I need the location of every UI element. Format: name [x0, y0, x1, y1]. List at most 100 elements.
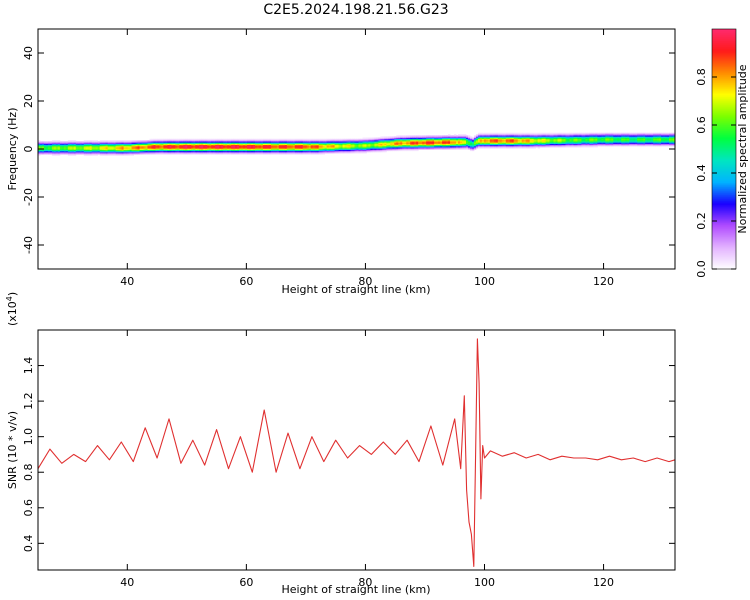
spectrogram-cell	[73, 141, 77, 143]
spectrogram-cell	[563, 132, 566, 135]
spectrogram-cell	[119, 146, 123, 148]
spectrogram-cell	[607, 141, 610, 143]
spectrogram-cell	[264, 138, 268, 141]
spectrogram-cell	[350, 143, 353, 146]
spectrogram-cell	[665, 138, 668, 141]
spectrogram-cell	[282, 153, 286, 155]
spectrogram-cell	[99, 140, 103, 142]
spectrogram-cell	[565, 137, 568, 140]
spectrogram-cell	[587, 132, 590, 135]
spectrogram-cell	[505, 141, 509, 143]
spectrogram-cell	[318, 141, 322, 143]
spectrogram-cell	[422, 137, 425, 140]
spectrogram-cell	[109, 150, 113, 153]
spectrogram-cell	[225, 147, 228, 149]
spectrogram-cell	[225, 149, 228, 152]
spectrogram-cell	[485, 143, 489, 146]
spectrogram-cell	[338, 141, 341, 143]
spectrogram-cell	[465, 138, 469, 141]
spectrogram-cell	[199, 144, 202, 147]
spectrogram-cell	[366, 141, 369, 143]
spectrogram-cell	[245, 144, 248, 147]
spectrogram-cell	[549, 134, 552, 136]
spectrogram-cell	[575, 141, 578, 143]
spectrogram-cell	[609, 141, 612, 143]
colorbar-segment	[712, 133, 736, 136]
spectrogram-cell	[193, 142, 196, 144]
spectrogram-cell	[633, 132, 636, 135]
spectrogram-cell	[633, 143, 636, 146]
spectrogram-cell	[338, 143, 341, 146]
spectrogram-cell	[344, 150, 347, 153]
spectrogram-cell	[410, 146, 413, 148]
spectrogram-cell	[211, 142, 214, 144]
x-tick-label: 40	[120, 576, 134, 589]
spectrogram-cell	[39, 147, 43, 149]
spectrogram-cell	[587, 136, 590, 138]
spectrogram-cell	[469, 143, 473, 146]
spectrogram-cell	[539, 143, 543, 146]
spectrogram-cell	[342, 149, 345, 152]
spectrogram-cell	[557, 143, 560, 146]
spectrogram-cell	[665, 140, 668, 142]
spectrogram-cell	[262, 141, 266, 143]
spectrogram-cell	[541, 138, 545, 141]
spectrogram-cell	[561, 132, 564, 135]
spectrogram-cell	[137, 152, 140, 154]
spectrogram-cell	[103, 154, 107, 156]
spectrogram-cell	[515, 143, 519, 146]
spectrogram-cell	[559, 137, 562, 140]
spectrogram-cell	[67, 153, 71, 155]
spectrogram-cell	[366, 140, 369, 142]
spectrogram-cell	[292, 148, 296, 150]
spectrogram-cell	[579, 136, 582, 138]
spectrogram-cell	[207, 149, 210, 152]
spectrogram-cell	[115, 150, 119, 153]
spectrogram-cell	[483, 147, 487, 149]
spectrogram-cell	[537, 142, 541, 144]
spectrogram-cell	[83, 154, 87, 156]
spectrogram-cell	[75, 147, 79, 149]
spectrogram-cell	[485, 138, 489, 141]
spectrogram-cell	[197, 148, 200, 150]
colorbar-segment	[712, 109, 736, 112]
spectrogram-cell	[173, 153, 176, 155]
spectrogram-cell	[410, 144, 413, 147]
spectrogram-cell	[278, 143, 282, 146]
spectrogram-cell	[171, 149, 174, 152]
spectrogram-cell	[350, 148, 353, 150]
spectrogram-cell	[340, 138, 343, 141]
spectrogram-cell	[312, 143, 316, 146]
y-tick-label: 1.4	[22, 357, 35, 375]
spectrogram-cell	[491, 132, 495, 135]
spectrogram-cell	[322, 144, 326, 147]
spectrogram-cell	[195, 148, 198, 150]
spectrogram-cell	[404, 140, 407, 142]
colorbar-segment	[712, 43, 736, 46]
spectrogram-cell	[434, 138, 437, 141]
spectrogram-cell	[306, 148, 310, 150]
spectrogram-cell	[342, 148, 345, 150]
spectrogram-cell	[579, 143, 582, 146]
spectrogram-cell	[237, 138, 240, 141]
spectrogram-cell	[51, 152, 55, 154]
spectrogram-cell	[252, 153, 256, 155]
colorbar-segment	[712, 191, 736, 194]
spectrogram-cell	[109, 149, 113, 152]
spectrogram-cell	[83, 152, 87, 154]
spectrogram-cell	[91, 143, 95, 146]
spectrogram-cell	[103, 148, 107, 150]
spectrogram-cell	[354, 148, 357, 150]
spectrogram-cell	[462, 148, 465, 150]
spectrogram-cell	[559, 134, 562, 136]
spectrogram-cell	[65, 150, 69, 153]
spectrogram-cell	[669, 134, 672, 136]
spectrogram-cell	[288, 149, 292, 152]
spectrogram-cell	[414, 141, 417, 143]
spectrogram-cell	[113, 153, 117, 155]
spectrogram-plot	[38, 132, 676, 156]
spectrogram-cell	[276, 140, 280, 142]
spectrogram-cell	[499, 138, 503, 141]
spectrogram-cell	[444, 143, 447, 146]
spectrogram-cell	[47, 149, 51, 152]
